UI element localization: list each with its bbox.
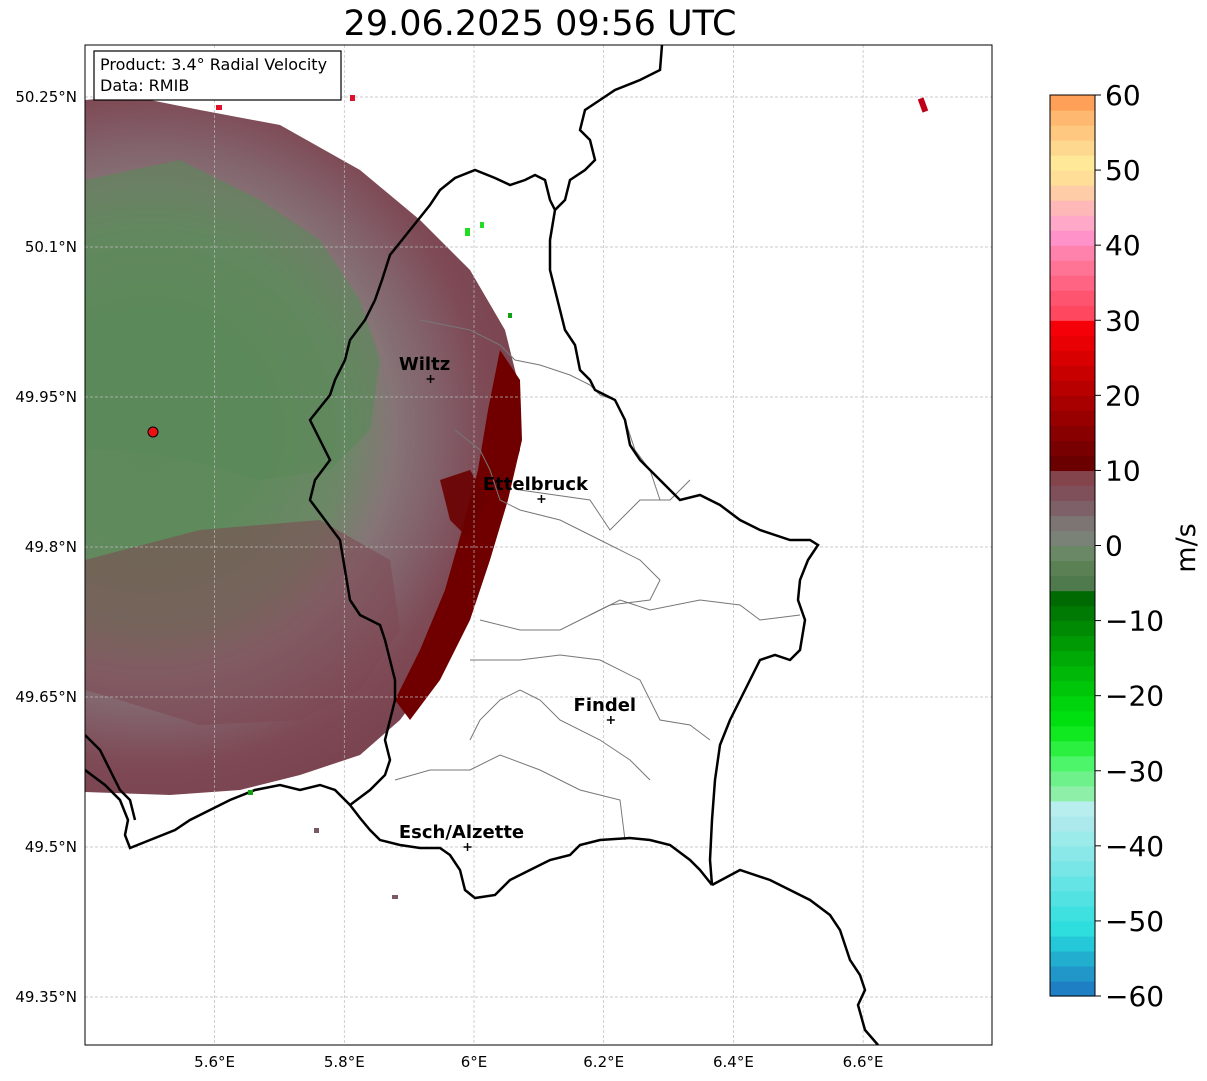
x-tick-label: 5.6°E	[194, 1053, 235, 1071]
city-label: Findel	[574, 695, 637, 716]
y-tick-label: 49.65°N	[15, 688, 77, 706]
city-esch-alzette[interactable]: Esch/Alzette	[399, 822, 524, 851]
radar-site-marker[interactable]	[147, 426, 159, 438]
country-borders	[85, 45, 879, 1045]
city-markers: Wiltz Ettelbruck Findel Esch/Alzette	[399, 354, 636, 851]
city-label: Wiltz	[399, 354, 450, 375]
grid-lines	[85, 45, 992, 1045]
y-tick-label: 49.35°N	[15, 988, 77, 1006]
x-tick-label: 5.8°E	[324, 1053, 365, 1071]
map-title: 29.06.2025 09:56 UTC	[343, 4, 737, 44]
y-tick-label: 50.1°N	[25, 238, 77, 256]
y-tick-label: 50.25°N	[15, 88, 77, 106]
city-findel[interactable]: Findel	[574, 695, 637, 724]
longitude-tick-labels: 5.6°E 5.8°E 6°E 6.2°E 6.4°E 6.6°E	[194, 1053, 883, 1071]
city-label: Esch/Alzette	[399, 822, 524, 843]
scatter-echo-cells	[216, 95, 929, 899]
latitude-tick-labels: 50.25°N 50.1°N 49.95°N 49.8°N 49.65°N 49.5°N 4…	[15, 88, 77, 1006]
city-ettelbruck[interactable]: Ettelbruck	[483, 474, 589, 503]
canton-boundaries	[394, 319, 801, 841]
x-tick-label: 6°E	[461, 1053, 488, 1071]
x-tick-label: 6.4°E	[713, 1053, 754, 1071]
data-source-label: Data: RMIB	[100, 76, 189, 95]
product-label: Product: 3.4° Radial Velocity	[100, 55, 327, 74]
x-tick-label: 6.6°E	[843, 1053, 884, 1071]
map-frame	[84, 44, 993, 1046]
y-tick-label: 49.8°N	[25, 538, 77, 556]
product-info-box: Product: 3.4° Radial Velocity Data: RMIB	[93, 50, 342, 101]
y-tick-label: 49.5°N	[25, 838, 77, 856]
velocity-echo-field	[85, 96, 522, 795]
city-wiltz[interactable]: Wiltz	[399, 354, 450, 383]
x-tick-label: 6.2°E	[583, 1053, 624, 1071]
city-label: Ettelbruck	[483, 474, 589, 495]
y-tick-label: 49.95°N	[15, 388, 77, 406]
